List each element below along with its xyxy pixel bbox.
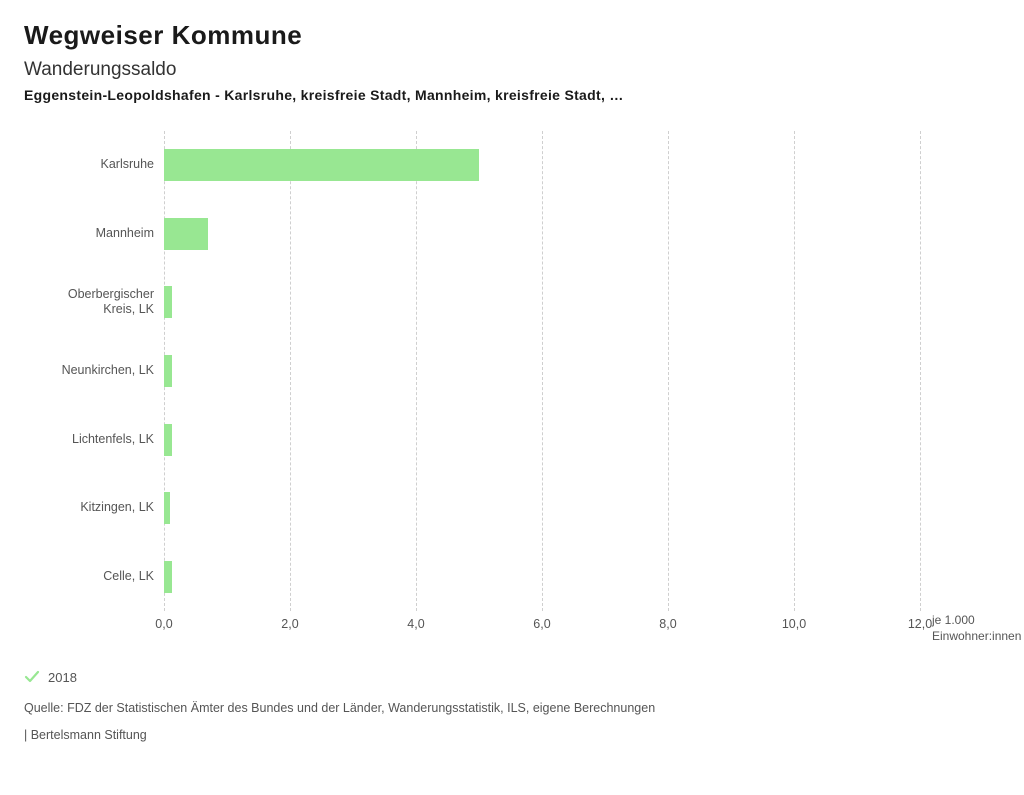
bar [164, 424, 172, 456]
bar [164, 286, 172, 318]
bar [164, 561, 172, 593]
page-subtitle: Wanderungssaldo [24, 59, 1000, 81]
legend-year: 2018 [48, 670, 77, 685]
xtick-label: 4,0 [407, 617, 424, 631]
axis-unit-label: je 1.000 Einwohner:innen [932, 613, 1021, 644]
org-text: | Bertelsmann Stiftung [24, 728, 1000, 742]
bar [164, 149, 479, 181]
xtick-label: 0,0 [155, 617, 172, 631]
chart-row: Karlsruhe [164, 145, 920, 185]
chart: Karlsruhe Mannheim Oberbergischer Kreis, L… [24, 131, 1000, 637]
bar-label: Karlsruhe [34, 157, 164, 173]
chart-plot: Karlsruhe Mannheim Oberbergischer Kreis, L… [164, 131, 920, 611]
bar-label: Mannheim [34, 226, 164, 242]
chart-row: Celle, LK [164, 557, 920, 597]
chart-row: Lichtenfels, LK [164, 420, 920, 460]
source-text: Quelle: FDZ der Statistischen Ämter des … [24, 701, 1000, 715]
chart-row: Oberbergischer Kreis, LK [164, 282, 920, 322]
xtick-label: 12,0 [908, 617, 932, 631]
bar-label: Oberbergischer Kreis, LK [34, 287, 164, 318]
legend: 2018 [24, 669, 1000, 685]
chart-row: Kitzingen, LK [164, 488, 920, 528]
xtick-label: 10,0 [782, 617, 806, 631]
page-description: Eggenstein-Leopoldshafen - Karlsruhe, kr… [24, 87, 1000, 103]
bar-label: Neunkirchen, LK [34, 363, 164, 379]
bar-label: Celle, LK [34, 569, 164, 585]
check-icon [24, 669, 40, 685]
bar [164, 218, 208, 250]
axis-unit-line2: Einwohner:innen [932, 629, 1021, 643]
bar [164, 492, 170, 524]
xtick-label: 6,0 [533, 617, 550, 631]
bar [164, 355, 172, 387]
chart-row: Mannheim [164, 214, 920, 254]
chart-row: Neunkirchen, LK [164, 351, 920, 391]
xtick-label: 2,0 [281, 617, 298, 631]
xtick-label: 8,0 [659, 617, 676, 631]
bar-label: Kitzingen, LK [34, 500, 164, 516]
chart-xaxis: je 1.000 Einwohner:innen 0,02,04,06,08,0… [164, 617, 920, 637]
gridline [920, 131, 921, 611]
axis-unit-line1: je 1.000 [932, 613, 975, 627]
chart-bars: Karlsruhe Mannheim Oberbergischer Kreis, L… [164, 131, 920, 611]
page-title: Wegweiser Kommune [24, 20, 1000, 51]
bar-label: Lichtenfels, LK [34, 432, 164, 448]
